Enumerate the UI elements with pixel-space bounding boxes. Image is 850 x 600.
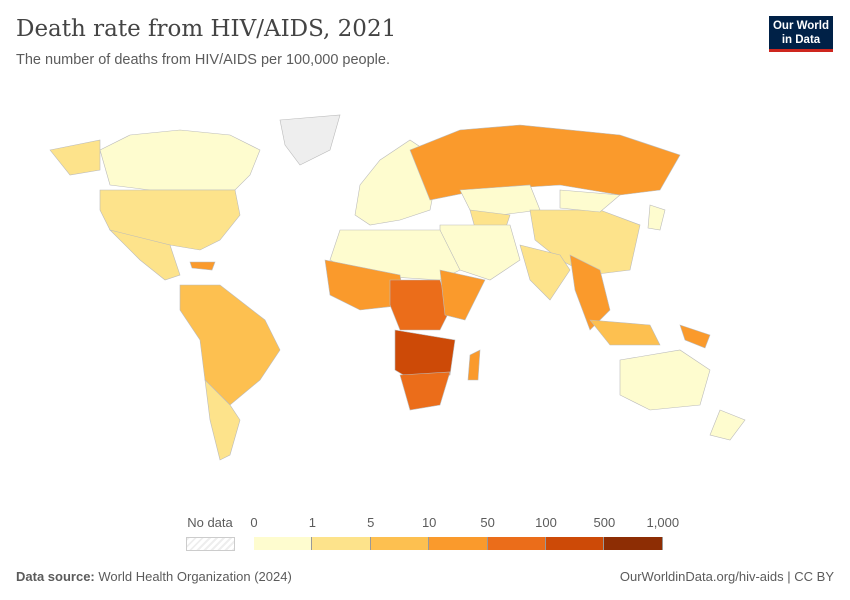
legend-tick: 1	[308, 515, 317, 530]
source-link[interactable]: OurWorldinData.org/hiv-aids | CC BY	[619, 569, 834, 584]
legend-bin[interactable]	[604, 537, 663, 550]
country-argentina[interactable]	[204, 379, 241, 461]
owid-logo[interactable]: Our World in Data	[769, 16, 833, 52]
country-south-america[interactable]	[179, 284, 281, 406]
country-canada[interactable]	[99, 129, 261, 191]
country-alaska[interactable]	[49, 139, 101, 176]
country-south-africa[interactable]	[399, 371, 451, 411]
country-kazakhstan[interactable]	[459, 184, 541, 216]
legend-no-data-swatch	[186, 537, 235, 551]
country-india[interactable]	[519, 244, 571, 301]
country-australia[interactable]	[619, 349, 711, 411]
country-russia[interactable]	[409, 124, 681, 201]
chart-subtitle: The number of deaths from HIV/AIDS per 1…	[16, 52, 390, 68]
world-map	[49, 114, 746, 461]
country-china[interactable]	[529, 209, 641, 276]
country-greenland[interactable]	[279, 114, 341, 166]
legend-bin[interactable]	[370, 537, 430, 550]
country-west-africa[interactable]	[324, 259, 406, 311]
legend-bin[interactable]	[429, 537, 488, 550]
legend-tick: 50	[480, 515, 495, 530]
country-united-states[interactable]	[99, 189, 241, 251]
country-japan[interactable]	[647, 204, 666, 231]
data-source: Data source: World Health Organization (…	[16, 569, 292, 584]
chart-title: Death rate from HIV/AIDS, 2021	[16, 16, 397, 42]
legend-bin[interactable]	[546, 537, 605, 550]
legend-tick: 10	[421, 515, 437, 530]
country-southeast-asia[interactable]	[569, 254, 611, 331]
legend-bin[interactable]	[487, 537, 546, 550]
legend-tick: 5	[367, 515, 375, 530]
legend-bin[interactable]	[254, 537, 313, 550]
country-papua-new-guinea[interactable]	[679, 324, 711, 349]
country-mongolia[interactable]	[559, 189, 621, 213]
country-caribbean[interactable]	[189, 261, 216, 271]
legend-bin[interactable]	[312, 537, 371, 550]
country-mexico[interactable]	[109, 229, 181, 281]
legend-no-data-label: No data	[187, 515, 233, 530]
source-text: World Health Organization (2024)	[98, 569, 292, 584]
legend-tick: 0	[250, 515, 258, 530]
source-label: Data source:	[16, 569, 95, 584]
legend-tick: 1,000	[646, 515, 680, 530]
country-new-zealand[interactable]	[709, 409, 746, 441]
country-central-africa[interactable]	[389, 279, 451, 331]
legend-tick: 500	[593, 515, 616, 530]
legend-tick: 100	[535, 515, 557, 530]
country-indonesia[interactable]	[589, 319, 661, 346]
country-east-africa[interactable]	[439, 269, 486, 321]
country-madagascar[interactable]	[467, 349, 481, 381]
